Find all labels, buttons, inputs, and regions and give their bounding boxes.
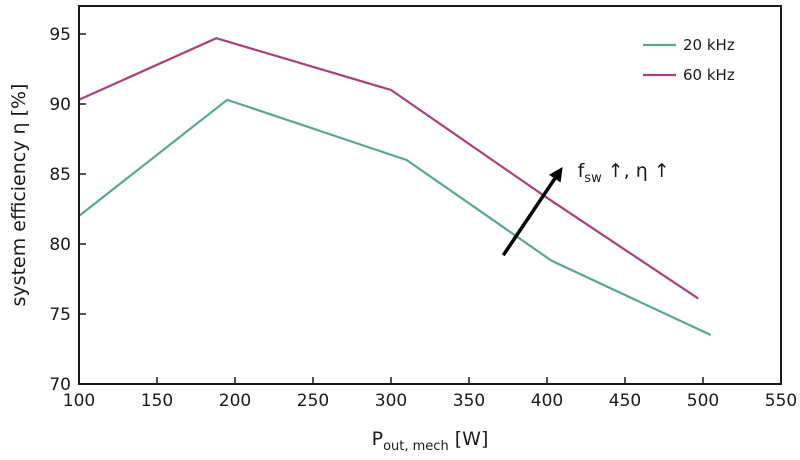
plot-lines: [78, 37, 712, 336]
trend-annotation: fsw ↑, η ↑: [578, 160, 670, 186]
x-tick-label: 150: [141, 391, 173, 411]
x-tick-label: 450: [609, 391, 641, 411]
x-tick-label: 200: [219, 391, 251, 411]
y-tick-label: 95: [49, 25, 71, 45]
x-tick-label: 250: [297, 391, 329, 411]
y-tick-label: 90: [49, 95, 71, 115]
trend-arrowhead: [548, 167, 563, 183]
series-line-1: [78, 98, 712, 336]
y-tick-label: 80: [49, 235, 71, 255]
x-tick-label: 350: [453, 391, 485, 411]
y-tick-label: 75: [49, 305, 71, 325]
x-tick-label: 300: [375, 391, 407, 411]
y-axis-label: system efficiency η [%]: [8, 84, 30, 307]
x-tick-label: 500: [687, 391, 719, 411]
trend-arrow: [501, 177, 557, 257]
legend-label: 60 kHz: [683, 66, 735, 84]
y-tick-label: 70: [49, 375, 71, 395]
x-axis-label: Pout, mech [W]: [372, 428, 489, 454]
plot-frame: [78, 5, 782, 385]
legend-label: 20 kHz: [683, 36, 735, 54]
x-tick-label: 400: [531, 391, 563, 411]
x-tick-label: 100: [63, 391, 95, 411]
y-tick-label: 85: [49, 165, 71, 185]
annotation: fsw ↑, η ↑: [501, 160, 670, 257]
y-axis: 70 75 80 85 90 95: [49, 25, 86, 395]
legend: 20 kHz 60 kHz: [643, 36, 735, 84]
series-line-2: [78, 37, 699, 300]
x-tick-label: 550: [765, 391, 797, 411]
x-axis: 100 150 200 250 300 350 400 450 500 550: [63, 377, 797, 411]
